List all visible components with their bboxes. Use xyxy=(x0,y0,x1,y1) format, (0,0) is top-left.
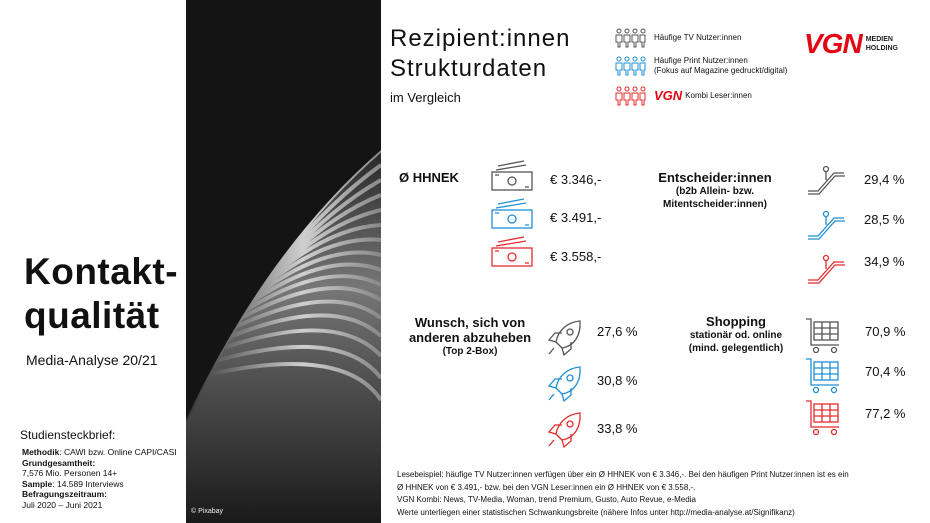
entscheider-tv-value: 29,4 % xyxy=(864,172,905,187)
banknotes-icon xyxy=(491,236,533,267)
legend-tv-label: Häufige TV Nutzer:innen xyxy=(654,33,742,42)
legend-print-label: Häufige Print Nutzer:innen xyxy=(654,56,748,65)
grundgesamtheit-label: Grundgesamtheit: xyxy=(22,457,96,468)
people-group-icon xyxy=(615,56,646,76)
entscheider-label: Entscheider:innen xyxy=(658,170,772,185)
photo-credit: © Pixabay xyxy=(191,508,224,515)
methodik-value: : CAWI bzw. Online CAPI/CASI xyxy=(59,447,177,457)
entscheider-heading: Entscheider:innen (b2b Allein- bzw. Mite… xyxy=(650,170,780,211)
brand-line1: MEDIEN xyxy=(865,36,893,43)
brand-line2: HOLDING xyxy=(865,45,898,52)
entscheider-sub2: Mitentscheider:innen) xyxy=(663,199,767,210)
shopping-label: Shopping xyxy=(706,314,766,329)
study-brief-title: Studiensteckbrief: xyxy=(20,428,116,442)
shopping-cart-icon xyxy=(806,400,839,436)
wunsch-tv-value: 27,6 % xyxy=(597,324,638,339)
people-group-icon xyxy=(615,86,646,106)
hhnek-print-value: € 3.491,- xyxy=(550,210,602,225)
wunsch-sub: (Top 2-Box) xyxy=(442,346,498,357)
wunsch-vgn-value: 33,8 % xyxy=(597,421,638,436)
wunsch-heading: Wunsch, sich von anderen abzuheben (Top … xyxy=(400,315,540,358)
shopping-cart-icon xyxy=(806,358,839,394)
shopping-tv-value: 70,9 % xyxy=(865,324,906,339)
legend-vgn-logo: VGN xyxy=(654,88,683,103)
wunsch-label2: anderen abzuheben xyxy=(408,330,532,345)
methodik-label: Methodik xyxy=(22,447,60,457)
page-title: Kontakt- qualität xyxy=(24,251,179,336)
hhnek-tv-value: € 3.346,- xyxy=(550,172,602,187)
legend-print-note: (Fokus auf Magazine gedruckt/digital) xyxy=(654,66,788,75)
befragungszeitraum-label: Befragungszeitraum: xyxy=(22,489,108,499)
hhnek-vgn-value: € 3.558,- xyxy=(550,249,602,264)
legend-vgn: VGN Kombi Leser:innen xyxy=(614,86,752,106)
brand-logo-text: VGN xyxy=(804,28,863,59)
footnote-line2: Ø HHNEK von € 3.491,- bzw. bei den VGN L… xyxy=(397,482,696,492)
wunsch-print-value: 30,8 % xyxy=(597,373,638,388)
shopping-heading: Shopping stationär od. online (mind. gel… xyxy=(676,314,796,355)
entscheider-vgn-value: 34,9 % xyxy=(864,254,905,269)
footnote-line4: Werte unterliegen einer statistischen Sc… xyxy=(397,507,795,517)
legend-tv: Häufige TV Nutzer:innen xyxy=(614,28,741,48)
header-title: Rezipient:innen Strukturdaten xyxy=(390,25,571,82)
banknotes-icon xyxy=(491,160,533,191)
header-subtitle: im Vergleich xyxy=(390,90,461,105)
hhnek-label: Ø HHNEK xyxy=(399,170,459,185)
book-pages-photo xyxy=(186,0,381,523)
shopping-print-value: 70,4 % xyxy=(865,364,906,379)
footnote-line1: Lesebeispiel: häufige TV Nutzer:innen ve… xyxy=(397,470,849,479)
brand-logo: VGN MEDIEN HOLDING xyxy=(804,28,898,60)
wunsch-label1: Wunsch, sich von xyxy=(414,315,526,330)
legend-print: Häufige Print Nutzer:innen (Fokus auf Ma… xyxy=(614,56,787,76)
footnote-line3: VGN Kombi: News, TV-Media, Woman, trend … xyxy=(397,495,696,504)
rocket-icon xyxy=(547,412,581,449)
escalator-icon xyxy=(808,254,845,284)
sample-label: Sample xyxy=(22,478,53,489)
entscheider-print-value: 28,5 % xyxy=(864,212,905,227)
rocket-icon xyxy=(547,366,581,403)
rocket-icon xyxy=(547,320,581,357)
footnotes: Lesebeispiel: häufige TV Nutzer:innen ve… xyxy=(397,469,917,519)
entscheider-sub1: (b2b Allein- bzw. xyxy=(675,186,755,197)
sample-value: : 14.589 Interviews xyxy=(52,478,124,489)
people-group-icon xyxy=(615,28,646,48)
shopping-vgn-value: 77,2 % xyxy=(865,406,906,421)
banknotes-icon xyxy=(491,198,533,229)
shopping-sub1: stationär od. online xyxy=(689,330,783,341)
befragungszeitraum-value: Juli 2020 – Juni 2021 xyxy=(22,499,103,510)
escalator-icon xyxy=(808,210,845,240)
study-subtitle: Media-Analyse 20/21 xyxy=(26,352,158,368)
shopping-cart-icon xyxy=(806,318,839,354)
grundgesamtheit-value: 7,576 Mio. Personen 14+ xyxy=(22,468,118,478)
study-brief: Methodik: CAWI bzw. Online CAPI/CASI Gru… xyxy=(22,447,192,510)
legend-vgn-label: Kombi Leser:innen xyxy=(685,91,752,100)
escalator-icon xyxy=(808,165,845,195)
shopping-sub2: (mind. gelegentlich) xyxy=(688,343,784,354)
